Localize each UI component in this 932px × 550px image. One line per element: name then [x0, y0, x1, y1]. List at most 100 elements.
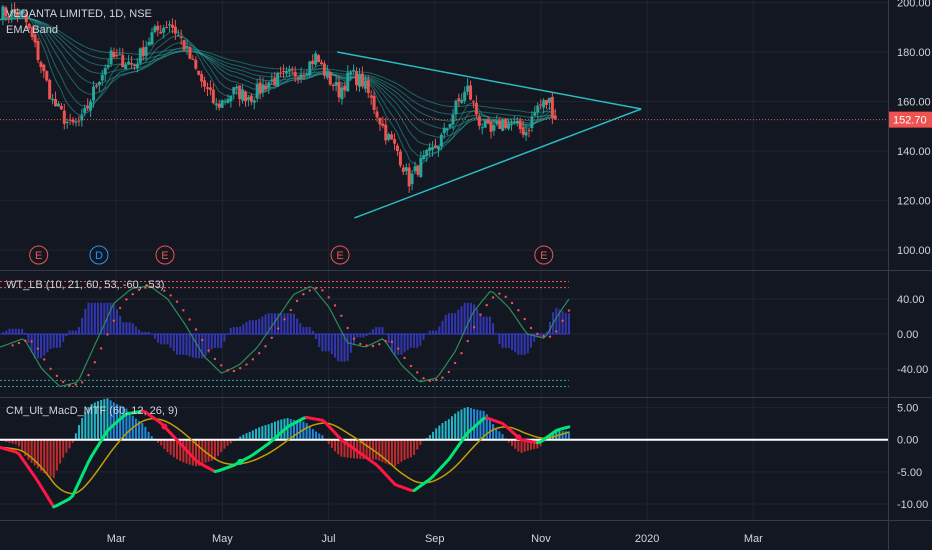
macd-histogram-bar — [179, 439, 182, 461]
candle-body — [328, 72, 332, 85]
macd-histogram-bar — [138, 421, 141, 440]
candle-body — [42, 64, 46, 72]
macd-histogram-bar — [194, 439, 197, 467]
candle-body — [547, 97, 551, 103]
wt-histogram-bar — [239, 326, 242, 334]
wt2-dot — [567, 309, 571, 312]
candle-body — [267, 82, 271, 88]
macd-histogram-bar — [239, 436, 242, 440]
macd-histogram-bar — [40, 439, 43, 471]
wt2-dot — [346, 326, 349, 330]
candle-body — [457, 98, 461, 102]
wt-histogram-bar — [245, 321, 248, 334]
wt-histogram-bar — [258, 318, 261, 334]
wt2-dot — [93, 361, 97, 364]
wt2-dot — [118, 306, 122, 310]
wt-histogram-bar — [397, 334, 400, 355]
candle-body — [507, 123, 511, 129]
candle-body — [448, 124, 452, 128]
wt2-dot — [510, 301, 514, 305]
macd-histogram-bar — [134, 418, 137, 440]
macd-histogram-bar — [43, 439, 46, 474]
candle-body — [433, 145, 437, 148]
wavetrend-label[interactable]: WT_LB (10, 21, 60, 53, -60, -53) — [6, 279, 165, 291]
macd-histogram-bar — [90, 404, 93, 440]
wt-histogram-bar — [59, 334, 62, 348]
wt-histogram-bar — [2, 332, 5, 334]
wt2-dot — [226, 369, 229, 372]
candle-body — [156, 25, 160, 31]
macd-histogram-bar — [27, 439, 30, 460]
wt2-dot — [453, 361, 457, 365]
candle-body — [533, 112, 537, 116]
candle-body — [296, 77, 300, 80]
wt-histogram-bar — [567, 313, 570, 334]
wt-histogram-bar — [36, 334, 39, 359]
x-tick-label: 2020 — [635, 533, 659, 545]
macd-histogram-bar — [406, 439, 409, 459]
wt2-dot — [333, 304, 337, 307]
triangle-trendline — [354, 108, 642, 219]
wt-histogram-bar — [536, 334, 539, 338]
wt-histogram-bar — [308, 327, 311, 334]
candle-body — [390, 134, 394, 140]
macd-histogram-bar — [11, 439, 14, 444]
candle-body — [159, 31, 163, 34]
wt-histogram-bar — [466, 302, 469, 334]
earnings-marker-label: E — [540, 250, 547, 262]
macd-histogram-bar — [346, 439, 349, 458]
macd-histogram-bar — [68, 439, 71, 449]
macd-histogram-bar — [96, 401, 99, 440]
wt-histogram-bar — [172, 334, 175, 352]
macd-histogram-bar — [119, 405, 122, 440]
macd-cross-dot — [237, 458, 244, 465]
wt2-dot — [251, 358, 255, 361]
wt2-dot — [194, 328, 198, 331]
macd-histogram-bar — [299, 421, 302, 440]
wt-histogram-bar — [299, 323, 302, 334]
wt-histogram-bar — [236, 327, 239, 334]
wt2-dot — [397, 347, 400, 350]
macd-histogram-bar — [349, 439, 352, 459]
candle-body — [401, 167, 405, 172]
candle-body — [150, 32, 154, 45]
wt-histogram-bar — [14, 328, 17, 334]
wt-histogram-bar — [564, 312, 567, 334]
wt-histogram-bar — [191, 334, 194, 358]
candle-body — [249, 95, 253, 102]
candle-body — [56, 103, 60, 107]
macd-histogram-bar — [526, 439, 529, 451]
wt-histogram-bar — [485, 316, 488, 334]
macd-histogram-bar — [419, 439, 422, 446]
macd-histogram-bar — [14, 439, 17, 445]
candle-body — [317, 55, 321, 63]
candle-body — [162, 27, 166, 33]
candle-body — [203, 80, 207, 87]
wt2-dot — [523, 317, 526, 321]
wt2-dot — [232, 369, 236, 373]
wt-histogram-bar — [90, 302, 93, 334]
x-tick-label: Mar — [107, 533, 126, 545]
ema-line — [0, 17, 556, 118]
wt-histogram-bar — [286, 313, 289, 334]
ema-band-label[interactable]: EMA Band — [6, 24, 58, 36]
candle-body — [428, 147, 432, 151]
macd-histogram-bar — [394, 439, 397, 467]
candle-body — [144, 46, 148, 56]
wt2-dot — [150, 285, 153, 288]
wt-histogram-bar — [138, 329, 141, 334]
candle-body — [65, 122, 69, 124]
wt2-dot — [479, 313, 482, 316]
earnings-marker-label: D — [95, 250, 103, 262]
macd-label[interactable]: CM_Ult_MacD_MTF (60, 12, 26, 9) — [6, 405, 178, 417]
macd-histogram-bar — [444, 420, 447, 440]
wt-histogram-bar — [198, 334, 201, 359]
wt2-dot — [87, 373, 90, 377]
candle-body — [287, 69, 291, 72]
macd-histogram-bar — [416, 439, 419, 450]
wt-histogram-bar — [343, 334, 346, 362]
wt2-dot — [276, 327, 280, 330]
last-price-label: 152.70 — [893, 115, 927, 127]
wt-histogram-bar — [539, 334, 542, 338]
